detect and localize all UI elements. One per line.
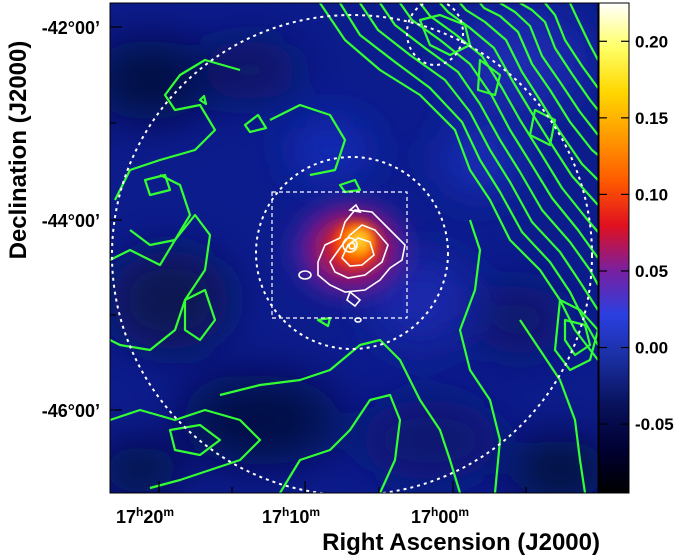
white-contour bbox=[317, 209, 406, 293]
colorbar: 0.20 0.15 0.10 0.05 0.00 -0.05 bbox=[598, 2, 674, 494]
y-tick-label: -44°00’ bbox=[42, 211, 100, 231]
colorbar-tick-label: 0.15 bbox=[635, 109, 668, 128]
dashed-box bbox=[271, 191, 408, 319]
colorbar-tick-label: 0.05 bbox=[635, 262, 668, 281]
white-contour bbox=[342, 237, 358, 253]
dashed-overlays bbox=[111, 3, 593, 493]
colorbar-tick-label: 0.00 bbox=[635, 339, 668, 358]
small-dashed-circle bbox=[406, 3, 464, 66]
colorbar-frame bbox=[598, 2, 630, 494]
green-contour bbox=[110, 408, 262, 490]
green-contour bbox=[316, 316, 332, 328]
y-axis-title: Declination (J2000) bbox=[5, 41, 32, 260]
green-contour bbox=[569, 3, 598, 61]
white-contour bbox=[348, 203, 362, 214]
green-contour bbox=[168, 423, 222, 457]
green-contour bbox=[110, 213, 212, 352]
green-contour bbox=[519, 3, 598, 111]
outer-dashed-circle bbox=[111, 14, 593, 493]
green-contour bbox=[379, 3, 598, 286]
white-contours bbox=[298, 203, 406, 323]
y-axis-ticks bbox=[110, 26, 122, 411]
inner-dashed-circle bbox=[255, 156, 449, 350]
green-contour bbox=[359, 3, 598, 311]
green-contour bbox=[219, 338, 462, 493]
green-contour bbox=[114, 58, 241, 201]
green-contour bbox=[399, 3, 598, 259]
colorbar-tick-label: -0.05 bbox=[635, 415, 674, 434]
green-contour bbox=[198, 94, 208, 106]
x-axis-title: Right Ascension (J2000) bbox=[322, 529, 600, 556]
colorbar-ticks: 0.20 0.15 0.10 0.05 0.00 -0.05 bbox=[599, 32, 674, 434]
green-contours bbox=[110, 58, 587, 493]
plot-area bbox=[110, 3, 598, 493]
green-contour bbox=[143, 173, 172, 197]
y-tick-label: -42°00’ bbox=[42, 18, 100, 38]
green-contour bbox=[499, 3, 598, 136]
white-contour bbox=[346, 290, 362, 308]
galactic-plane-contours bbox=[319, 3, 598, 372]
green-contour bbox=[476, 58, 502, 97]
y-tick-label: -46°00’ bbox=[42, 401, 100, 421]
x-tick-label: 17h00m bbox=[411, 505, 469, 527]
green-contour bbox=[479, 3, 598, 156]
green-contour bbox=[129, 174, 192, 247]
plot-frame bbox=[109, 2, 599, 494]
green-contour bbox=[519, 319, 587, 493]
bright-source bbox=[295, 205, 405, 295]
green-contour bbox=[553, 298, 598, 372]
green-contour bbox=[419, 3, 598, 233]
green-contour bbox=[439, 3, 598, 206]
x-tick-label: 17h20m bbox=[116, 505, 174, 527]
sky-structure bbox=[110, 10, 598, 493]
white-contour bbox=[298, 270, 312, 280]
green-contour bbox=[338, 178, 362, 194]
x-axis-ticks bbox=[158, 481, 527, 493]
green-contour bbox=[279, 393, 402, 493]
green-contour bbox=[183, 288, 217, 342]
green-contour bbox=[458, 219, 502, 493]
green-contour bbox=[243, 113, 268, 134]
green-contour bbox=[339, 3, 598, 346]
colorbar-gradient bbox=[599, 3, 629, 493]
x-tick-label: 17h10m bbox=[262, 505, 320, 527]
green-contour bbox=[459, 3, 598, 181]
white-contour bbox=[348, 242, 356, 250]
colorbar-tick-label: 0.10 bbox=[635, 185, 668, 204]
green-contour bbox=[319, 3, 598, 361]
green-contour bbox=[269, 103, 347, 177]
colorbar-tick-label: 0.20 bbox=[635, 32, 668, 51]
green-contour bbox=[544, 3, 598, 89]
